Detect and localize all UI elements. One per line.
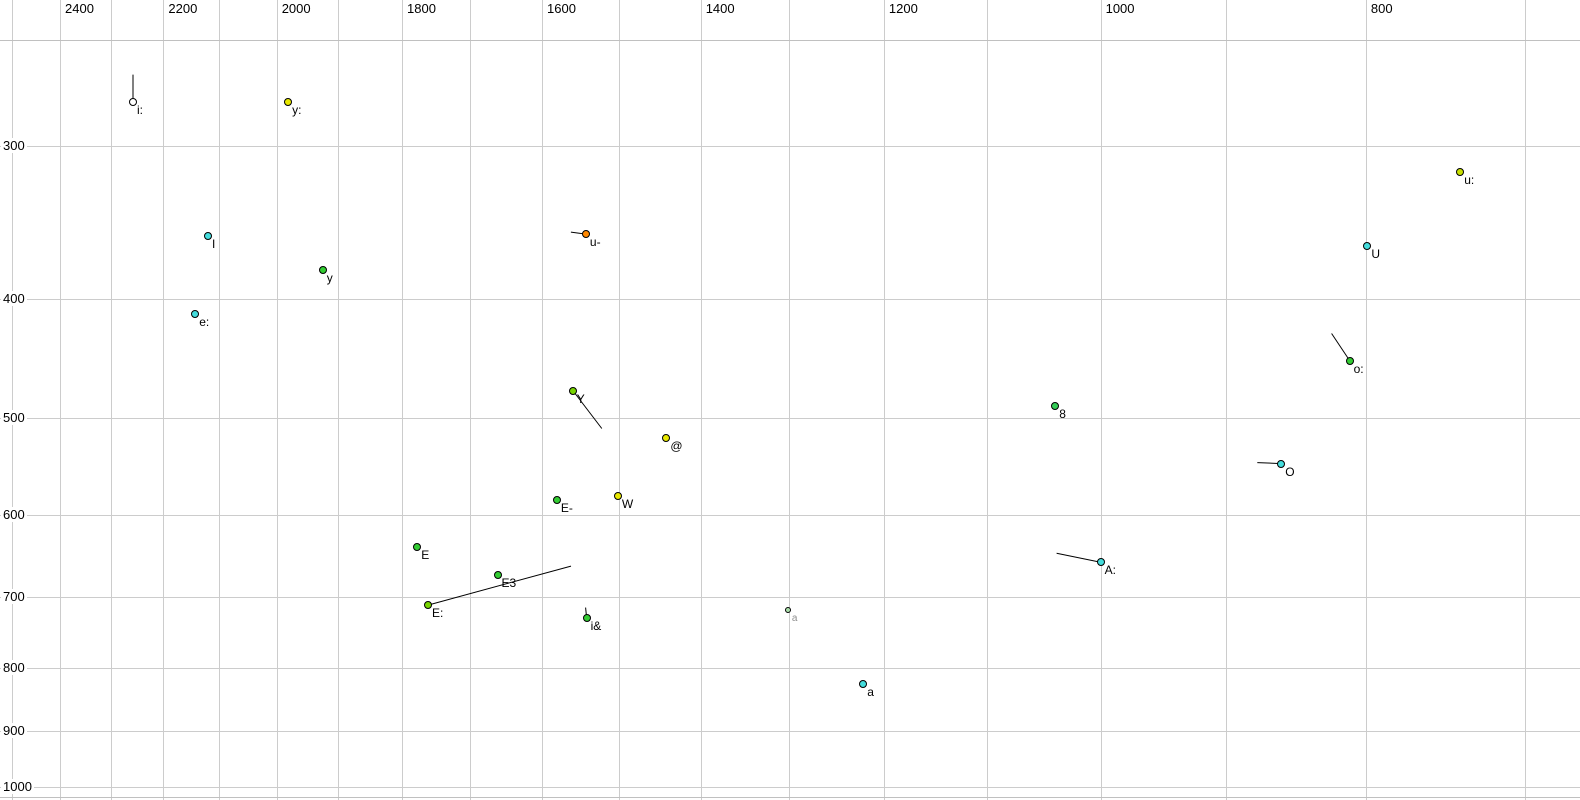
vowel-point-dot — [1345, 356, 1354, 365]
gridline-vertical — [542, 0, 543, 800]
vowel-point-dot — [552, 496, 561, 505]
vowel-point-dot — [784, 607, 791, 614]
vowel-point-label: u- — [589, 235, 601, 250]
vowel-point-label: y: — [292, 102, 302, 117]
y-tick-label: 1000 — [1, 778, 34, 794]
vowel-point-dot — [1277, 459, 1286, 468]
gridline-vertical — [618, 0, 620, 800]
x-tick-label: 1600 — [545, 1, 578, 16]
gridline-vertical — [469, 0, 471, 800]
vowel-point-dot — [424, 601, 432, 610]
y-tick-label: 400 — [1, 291, 27, 306]
gridline-vertical — [110, 0, 112, 800]
vowel-point-label: a — [867, 685, 874, 700]
vowel-point-label: E- — [560, 501, 573, 516]
gridline-vertical — [11, 0, 13, 800]
gridline-horizontal — [0, 596, 1580, 598]
vowel-point-label: o: — [1353, 361, 1364, 376]
vowel-point-dot — [581, 230, 590, 239]
vowel-point-dot — [493, 571, 502, 580]
gridline-horizontal — [0, 786, 1580, 788]
vowel-point-dot — [318, 266, 327, 275]
vowel-point-dot — [1051, 401, 1060, 410]
gridline-vertical — [883, 0, 885, 800]
gridline-horizontal — [0, 146, 1580, 147]
vowel-point-label: i& — [590, 618, 602, 633]
y-tick-label: 600 — [1, 506, 27, 522]
vowel-point-dot — [662, 433, 671, 442]
gridline-vertical — [1524, 0, 1526, 800]
gridline-vertical — [788, 0, 790, 800]
vowel-point-label: E3 — [501, 576, 517, 591]
plot-frame-line — [0, 40, 1580, 41]
vowel-point-dot — [129, 97, 137, 106]
gridline-vertical — [700, 0, 702, 800]
gridline-vertical — [1100, 0, 1102, 800]
vowel-point-label: E — [421, 548, 430, 563]
vowel-point-dot — [413, 543, 422, 552]
x-tick-label: 1200 — [886, 1, 920, 16]
vowel-point-dot — [582, 613, 591, 622]
vowel-point-dot — [1363, 241, 1372, 250]
vowel-point-label: e: — [199, 314, 210, 329]
gridline-horizontal — [0, 730, 1580, 732]
y-tick-label: 800 — [1, 659, 27, 675]
gridline-vertical — [218, 0, 220, 800]
vowel-point-dot — [568, 386, 577, 395]
y-tick-label: 700 — [1, 588, 27, 604]
vowel-point-label: y — [326, 271, 333, 286]
y-tick-label: 300 — [1, 138, 27, 153]
gridline-horizontal — [0, 667, 1580, 669]
gridline-horizontal — [0, 417, 1580, 419]
vowel-point-label: I — [212, 236, 216, 251]
vowel-point-label: Y — [576, 391, 585, 406]
vowel-point-label: u: — [1464, 173, 1475, 187]
vowel-point-dot — [204, 231, 212, 240]
vowel-point-label: a — [791, 613, 798, 625]
x-tick-label: 2400 — [63, 1, 96, 16]
gridline-vertical — [60, 0, 61, 800]
vowel-point-label: A: — [1104, 563, 1116, 578]
x-tick-label: 2200 — [166, 1, 200, 16]
x-tick-label: 1000 — [1103, 1, 1137, 16]
vowel-point-dot — [191, 309, 200, 318]
x-tick-label: 1800 — [405, 1, 438, 16]
x-tick-label: 1400 — [703, 1, 737, 16]
gridline-vertical — [987, 0, 989, 800]
gridline-vertical — [1365, 0, 1367, 800]
gridline-vertical — [402, 0, 403, 800]
vowel-point-label: i: — [137, 102, 143, 117]
vowel-point-dot — [284, 97, 293, 106]
vowel-point-dot — [1096, 558, 1105, 567]
gridline-vertical — [276, 0, 278, 800]
vowel-point-dot — [859, 680, 868, 689]
gridline-horizontal — [0, 299, 1580, 300]
vowel-point-label: U — [1371, 246, 1381, 261]
vowel-point-label: W — [621, 496, 634, 511]
gridline-vertical — [337, 0, 339, 800]
vowel-point-dot — [613, 491, 622, 500]
x-tick-label: 800 — [1368, 1, 1395, 16]
vowel-point-dot — [1456, 168, 1465, 176]
gridline-vertical — [1225, 0, 1227, 800]
vowel-point-label: O — [1285, 464, 1295, 479]
gridline-horizontal — [0, 514, 1580, 516]
plot-frame-line — [0, 797, 1580, 798]
y-tick-label: 500 — [1, 409, 27, 425]
y-tick-label: 900 — [1, 722, 27, 738]
vowel-point-label: 8 — [1059, 406, 1066, 421]
gridline-vertical — [163, 0, 165, 800]
x-tick-label: 2000 — [279, 1, 313, 16]
vowel-point-label: E: — [432, 606, 444, 621]
vowel-point-label: @ — [670, 438, 683, 453]
